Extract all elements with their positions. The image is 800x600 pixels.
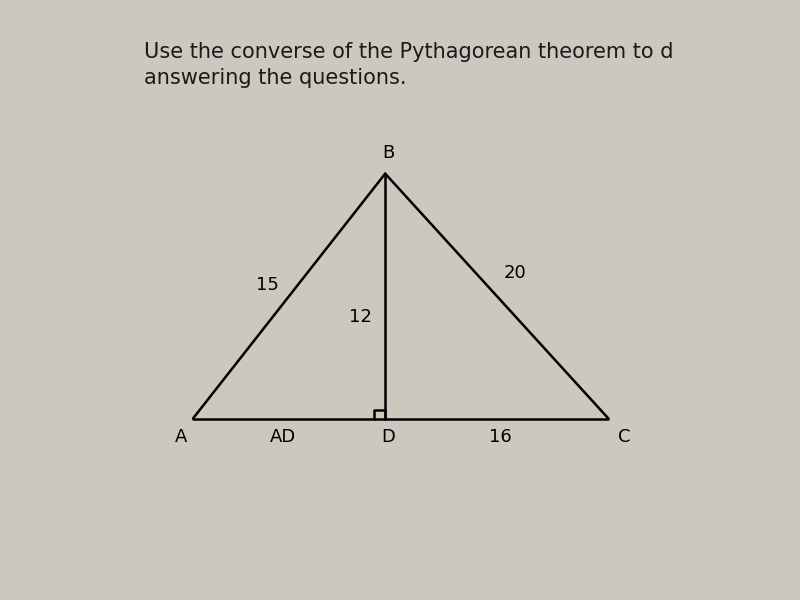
Text: B: B <box>382 144 394 162</box>
Text: D: D <box>382 428 395 446</box>
Text: 16: 16 <box>489 428 511 446</box>
Text: A: A <box>174 428 186 446</box>
Text: C: C <box>618 428 630 446</box>
Text: AD: AD <box>270 428 296 446</box>
Text: 20: 20 <box>504 264 526 282</box>
Text: 12: 12 <box>349 308 372 326</box>
Text: Use the converse of the Pythagorean theorem to d
answering the questions.: Use the converse of the Pythagorean theo… <box>144 42 674 88</box>
Text: 15: 15 <box>256 275 279 293</box>
